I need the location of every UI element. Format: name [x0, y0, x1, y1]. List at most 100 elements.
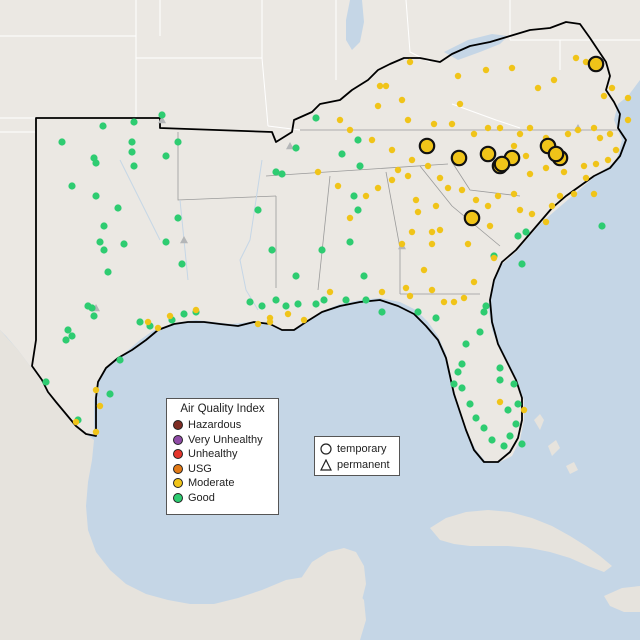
monitor-moderate[interactable]: [432, 202, 440, 210]
monitor-good[interactable]: [180, 310, 188, 318]
monitor-moderate[interactable]: [388, 176, 396, 184]
monitor-moderate[interactable]: [624, 116, 632, 124]
monitor-moderate[interactable]: [408, 228, 416, 236]
monitor-good[interactable]: [378, 308, 386, 316]
monitor-good[interactable]: [130, 118, 138, 126]
monitor-good[interactable]: [292, 272, 300, 280]
monitor-moderate[interactable]: [346, 214, 354, 222]
monitor-moderate[interactable]: [472, 196, 480, 204]
monitor-moderate[interactable]: [460, 294, 468, 302]
monitor-good[interactable]: [92, 159, 100, 167]
monitor-moderate[interactable]: [394, 166, 402, 174]
monitor-moderate[interactable]: [526, 124, 534, 132]
monitor-moderate[interactable]: [464, 240, 472, 248]
monitor-moderate[interactable]: [548, 202, 556, 210]
monitor-good[interactable]: [414, 308, 422, 316]
monitor-moderate[interactable]: [582, 174, 590, 182]
monitor-moderate[interactable]: [428, 228, 436, 236]
monitor-moderate[interactable]: [516, 206, 524, 214]
monitor-good[interactable]: [128, 138, 136, 146]
monitor-good[interactable]: [496, 376, 504, 384]
monitor-good[interactable]: [354, 206, 362, 214]
monitor-good[interactable]: [480, 424, 488, 432]
monitor-good[interactable]: [462, 340, 470, 348]
monitor-moderate[interactable]: [420, 266, 428, 274]
monitor-moderate[interactable]: [414, 208, 422, 216]
monitor-good[interactable]: [518, 260, 526, 268]
monitor-moderate[interactable]: [266, 318, 274, 326]
monitor-moderate[interactable]: [284, 310, 292, 318]
monitor-moderate[interactable]: [154, 324, 162, 332]
monitor-good[interactable]: [268, 246, 276, 254]
monitor-moderate[interactable]: [470, 130, 478, 138]
monitor-good[interactable]: [510, 380, 518, 388]
monitor-good[interactable]: [96, 238, 104, 246]
monitor-good[interactable]: [338, 150, 346, 158]
temporary-monitor-moderate[interactable]: [547, 145, 565, 163]
monitor-good[interactable]: [356, 162, 364, 170]
monitor-moderate[interactable]: [454, 72, 462, 80]
monitor-moderate[interactable]: [624, 94, 632, 102]
monitor-moderate[interactable]: [542, 164, 550, 172]
temporary-monitor-moderate[interactable]: [493, 155, 511, 173]
monitor-good[interactable]: [104, 268, 112, 276]
monitor-good[interactable]: [68, 182, 76, 190]
monitor-good[interactable]: [350, 192, 358, 200]
monitor-good[interactable]: [342, 296, 350, 304]
monitor-good[interactable]: [488, 436, 496, 444]
monitor-moderate[interactable]: [600, 92, 608, 100]
monitor-moderate[interactable]: [458, 186, 466, 194]
monitor-good[interactable]: [120, 240, 128, 248]
monitor-markers[interactable]: [42, 54, 632, 450]
monitor-moderate[interactable]: [378, 288, 386, 296]
monitor-good[interactable]: [272, 296, 280, 304]
monitor-moderate[interactable]: [482, 66, 490, 74]
monitor-good[interactable]: [58, 138, 66, 146]
monitor-moderate[interactable]: [346, 126, 354, 134]
monitor-moderate[interactable]: [510, 142, 518, 150]
monitor-good[interactable]: [500, 442, 508, 450]
monitor-good[interactable]: [514, 400, 522, 408]
monitor-moderate[interactable]: [336, 116, 344, 124]
monitor-moderate[interactable]: [430, 120, 438, 128]
monitor-good[interactable]: [432, 314, 440, 322]
temporary-monitor-moderate[interactable]: [587, 55, 605, 73]
monitor-moderate[interactable]: [448, 120, 456, 128]
monitor-moderate[interactable]: [456, 100, 464, 108]
monitor-moderate[interactable]: [484, 124, 492, 132]
monitor-good[interactable]: [294, 300, 302, 308]
monitor-moderate[interactable]: [368, 136, 376, 144]
monitor-good[interactable]: [476, 328, 484, 336]
monitor-good[interactable]: [246, 298, 254, 306]
monitor-moderate[interactable]: [428, 286, 436, 294]
monitor-moderate[interactable]: [542, 218, 550, 226]
monitor-moderate[interactable]: [192, 306, 200, 314]
monitor-good[interactable]: [88, 304, 96, 312]
monitor-moderate[interactable]: [428, 240, 436, 248]
monitor-good[interactable]: [42, 378, 50, 386]
monitor-moderate[interactable]: [526, 170, 534, 178]
monitor-moderate[interactable]: [376, 82, 384, 90]
monitor-moderate[interactable]: [398, 96, 406, 104]
monitor-good[interactable]: [598, 222, 606, 230]
monitor-moderate[interactable]: [314, 168, 322, 176]
monitor-moderate[interactable]: [144, 318, 152, 326]
permanent-monitor-inactive[interactable]: [158, 116, 166, 124]
monitor-moderate[interactable]: [528, 210, 536, 218]
monitor-moderate[interactable]: [520, 406, 528, 414]
monitor-good[interactable]: [450, 380, 458, 388]
monitor-moderate[interactable]: [556, 192, 564, 200]
monitor-moderate[interactable]: [444, 184, 452, 192]
monitor-good[interactable]: [64, 326, 72, 334]
monitor-moderate[interactable]: [496, 398, 504, 406]
temporary-monitor-moderate[interactable]: [463, 209, 481, 227]
temporary-monitor-moderate[interactable]: [479, 145, 497, 163]
monitor-good[interactable]: [62, 336, 70, 344]
monitor-moderate[interactable]: [508, 64, 516, 72]
monitor-good[interactable]: [258, 302, 266, 310]
monitor-moderate[interactable]: [522, 152, 530, 160]
monitor-moderate[interactable]: [582, 58, 590, 66]
monitor-good[interactable]: [496, 364, 504, 372]
monitor-moderate[interactable]: [408, 156, 416, 164]
monitor-moderate[interactable]: [72, 418, 80, 426]
